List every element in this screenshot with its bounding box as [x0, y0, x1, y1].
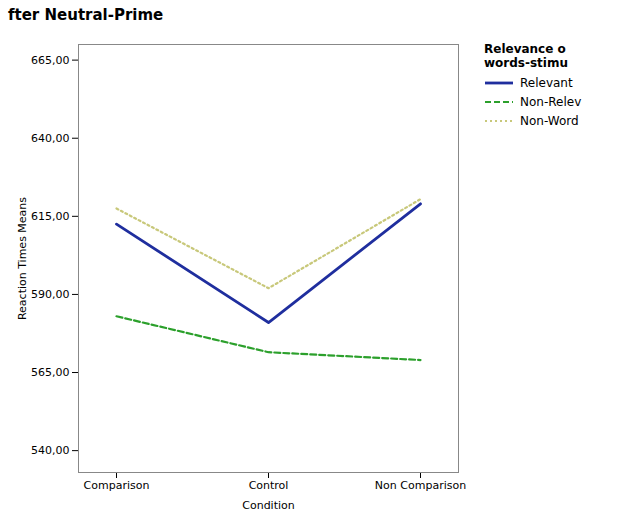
svg-text:590,00: 590,00 [31, 288, 70, 301]
svg-text:540,00: 540,00 [31, 444, 70, 457]
svg-text:Reaction Times Means: Reaction Times Means [16, 197, 29, 320]
svg-text:665,00: 665,00 [31, 54, 70, 67]
html-text:Relevant: Relevant [520, 76, 573, 90]
svg-text:565,00: 565,00 [31, 366, 70, 379]
svg-text:640,00: 640,00 [31, 132, 70, 145]
svg-text:Condition: Condition [242, 499, 295, 512]
html-text:Non-Word: Non-Word [520, 114, 579, 128]
html-text:Relevance o words-stimu: Relevance o words-stimu [484, 42, 568, 70]
svg-text:Comparison: Comparison [84, 479, 150, 492]
svg-text:Non Comparison: Non Comparison [375, 479, 466, 492]
svg-text:615,00: 615,00 [31, 210, 70, 223]
svg-text:Control: Control [249, 479, 289, 492]
html-text:fter Neutral-Prime: fter Neutral-Prime [8, 6, 164, 24]
html-text:Non-Relev: Non-Relev [520, 95, 582, 109]
